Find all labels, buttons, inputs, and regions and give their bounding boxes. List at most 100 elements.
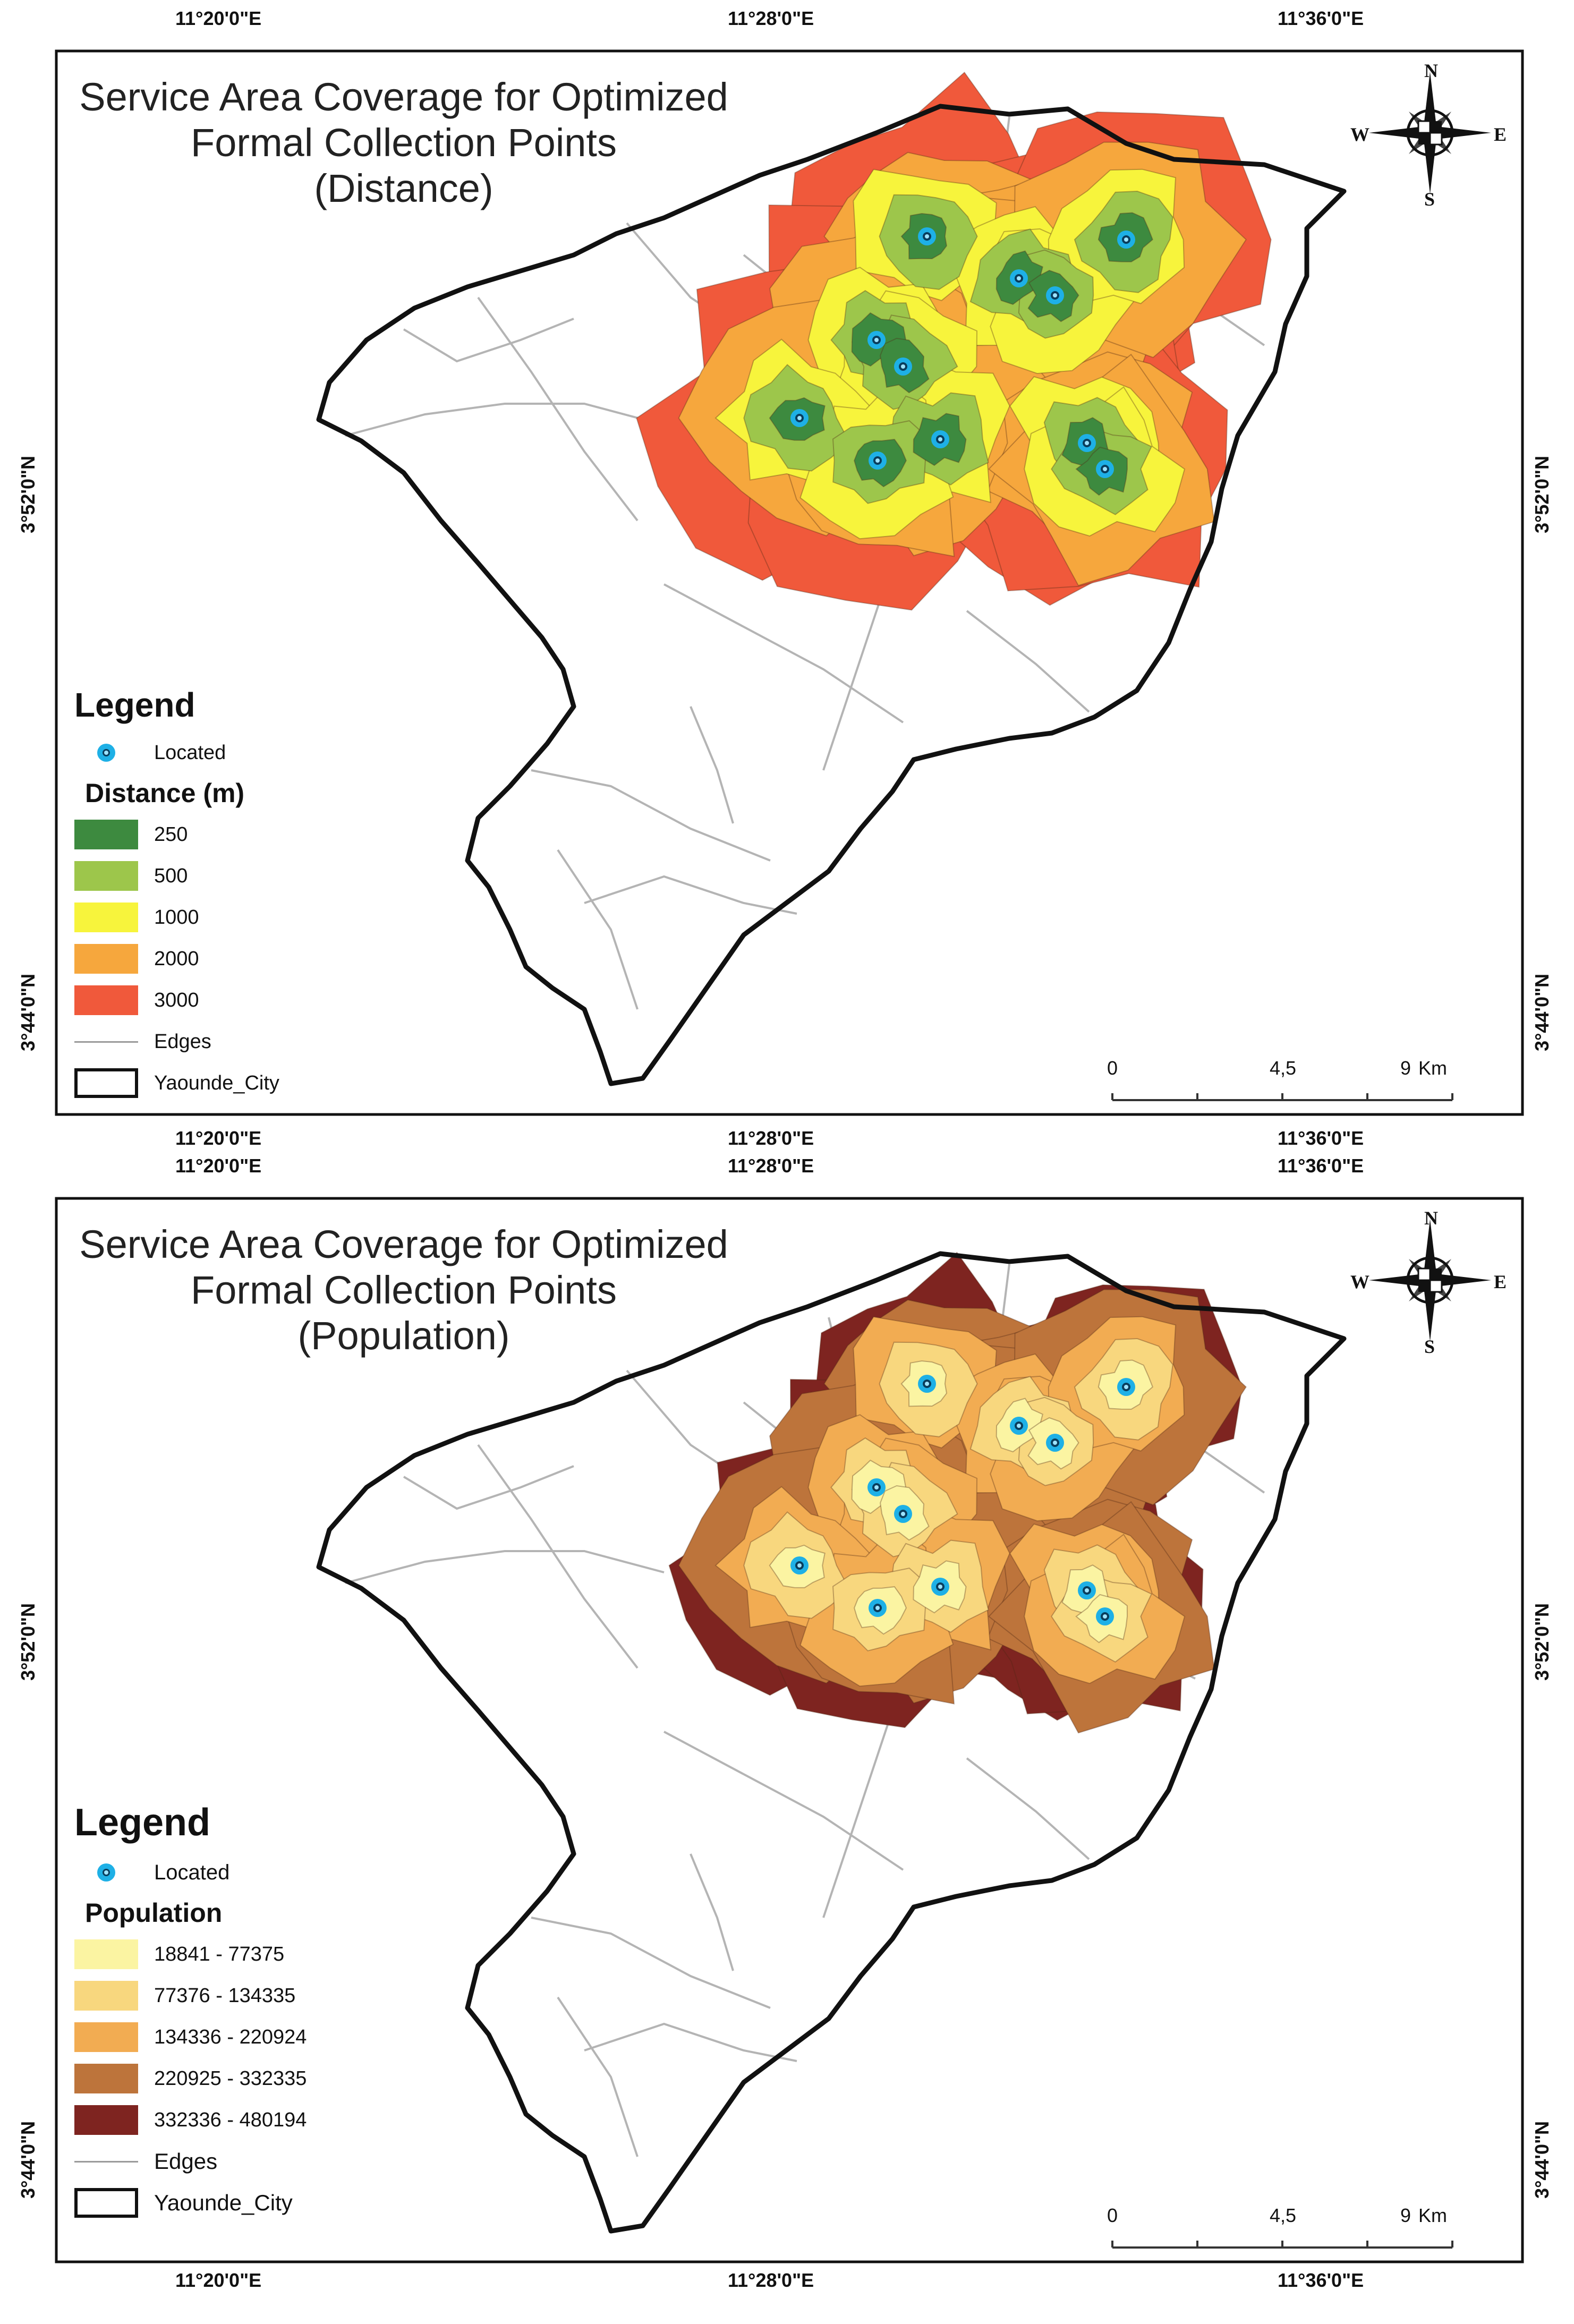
located-points (790, 227, 1135, 478)
lon-label-top-2: 11°28'0"E (728, 1155, 814, 1177)
legend-class-2: 77376 - 134335 (74, 1975, 307, 2016)
legend-class-4: 2000 (74, 938, 279, 980)
scale-bar (1111, 1093, 1453, 1101)
legend-located-label: Located (154, 741, 226, 764)
located-point (867, 331, 886, 349)
lat-label-right-1: 3°52'0"N (1531, 455, 1553, 534)
legend-located-label: Located (154, 1860, 230, 1884)
located-point (918, 1375, 936, 1393)
legend-class-label: 2000 (154, 947, 199, 970)
located-point (1096, 460, 1114, 478)
scale-tick-max: 9 (1400, 2204, 1411, 2226)
located-point (1010, 269, 1028, 287)
scale-unit: Km (1418, 2204, 1447, 2226)
road-edge (477, 296, 639, 522)
legend-located: Located (74, 732, 279, 773)
lon-label-bottom-1: 11°20'0"E (175, 1127, 262, 1149)
located-point (1096, 1607, 1114, 1625)
legend-located: Located (74, 1852, 307, 1893)
located-point-icon (74, 1858, 138, 1887)
legend: Legend Located Distance (m) 250 500 1000 20… (74, 685, 279, 1104)
located-point (869, 452, 887, 470)
road-edge (557, 849, 639, 1010)
legend-swatch (74, 2022, 138, 2052)
located-point (1117, 231, 1135, 249)
road-edge (477, 1444, 639, 1669)
located-point (790, 409, 809, 427)
compass-w: W (1350, 124, 1369, 145)
lon-label-bottom-3: 11°36'0"E (1278, 1127, 1364, 1149)
legend-class-label: 500 (154, 864, 188, 887)
road-edge (584, 2022, 797, 2062)
legend-field-title: Population (85, 1898, 223, 1928)
yaounde-city-boundary (316, 1251, 1347, 2234)
lat-label-left-2: 3°44'0"N (17, 2121, 39, 2199)
legend: Legend Located Population 18841 - 77375 7… (74, 1801, 307, 2224)
road-edge (966, 610, 1090, 713)
legend-class-3: 134336 - 220924 (74, 2016, 307, 2058)
legend-city-label: Yaounde_City (154, 1071, 279, 1094)
legend-class-label: 332336 - 480194 (154, 2108, 307, 2131)
located-point (931, 430, 949, 448)
scale-tick-mid: 4,5 (1270, 2204, 1297, 2226)
legend-class-1: 250 (74, 814, 279, 855)
road-edge (403, 318, 574, 363)
legend-class-label: 77376 - 134335 (154, 1984, 296, 2007)
lon-label-top-3: 11°36'0"E (1278, 7, 1364, 29)
lat-label-right-2: 3°44'0"N (1531, 973, 1553, 1052)
road-edge (663, 1731, 904, 1871)
legend-class-5: 332336 - 480194 (74, 2099, 307, 2141)
legend-swatch (74, 820, 138, 849)
lon-label-bottom-1: 11°20'0"E (175, 2269, 262, 2291)
legend-swatch (74, 2064, 138, 2093)
yaounde-city-boundary (316, 104, 1347, 1086)
legend-city: Yaounde_City (74, 1062, 279, 1104)
edge-line-icon (74, 1041, 138, 1043)
compass-n: N (1424, 60, 1438, 81)
legend-swatch (74, 1939, 138, 1969)
scale-tick-mid: 4,5 (1270, 1057, 1297, 1079)
title-line-1: Service Area Coverage for Optimized (79, 1222, 728, 1266)
lat-label-right-1: 3°52'0"N (1531, 1603, 1553, 1681)
north-arrow (1369, 1219, 1491, 1341)
compass-n: N (1424, 1207, 1438, 1229)
service-area-zones (668, 1252, 1247, 1734)
road-edge (345, 403, 665, 437)
map-panel-distance: 11°20'0"E 11°28'0"E 11°36'0"E 11°20'0"E … (0, 0, 1574, 1149)
road-edge (690, 706, 734, 824)
legend-class-2: 500 (74, 855, 279, 897)
located-point (894, 1505, 912, 1523)
legend-swatch (74, 985, 138, 1015)
legend-class-label: 18841 - 77375 (154, 1943, 285, 1965)
located-point (1078, 1581, 1096, 1599)
legend-swatch (74, 1981, 138, 2011)
compass-e: E (1494, 124, 1507, 145)
legend-city-label: Yaounde_City (154, 2190, 293, 2215)
north-arrow (1369, 72, 1491, 194)
legend-city: Yaounde_City (74, 2182, 307, 2224)
legend-classes: 18841 - 77375 77376 - 134335 134336 - 2209… (74, 1934, 307, 2141)
legend-class-label: 1000 (154, 906, 199, 929)
legend-swatch (74, 903, 138, 932)
lon-label-bottom-2: 11°28'0"E (728, 2269, 814, 2291)
road-edge (531, 769, 771, 862)
edge-line-icon (74, 2160, 138, 2163)
legend-swatch (74, 944, 138, 974)
legend-class-4: 220925 - 332335 (74, 2058, 307, 2099)
map-title: Service Area Coverage for Optimized Form… (58, 1222, 749, 1359)
road-edge (584, 875, 797, 915)
located-point (1078, 434, 1096, 452)
road-edge (403, 1465, 574, 1510)
compass-s: S (1424, 1336, 1435, 1357)
map-frame (55, 1197, 1524, 2263)
road-edge (690, 1853, 734, 1971)
title-line-3: (Distance) (314, 166, 494, 210)
road-edge (557, 1996, 639, 2157)
located-point (1046, 1434, 1064, 1452)
map-panel-population: 11°20'0"E 11°28'0"E 11°36'0"E 11°20'0"E … (0, 1147, 1574, 2291)
legend-heading: Legend (74, 686, 195, 724)
legend-class-label: 250 (154, 823, 188, 846)
lat-label-left-1: 3°52'0"N (17, 1603, 39, 1681)
legend-class-label: 134336 - 220924 (154, 2025, 307, 2048)
located-point (931, 1578, 949, 1596)
